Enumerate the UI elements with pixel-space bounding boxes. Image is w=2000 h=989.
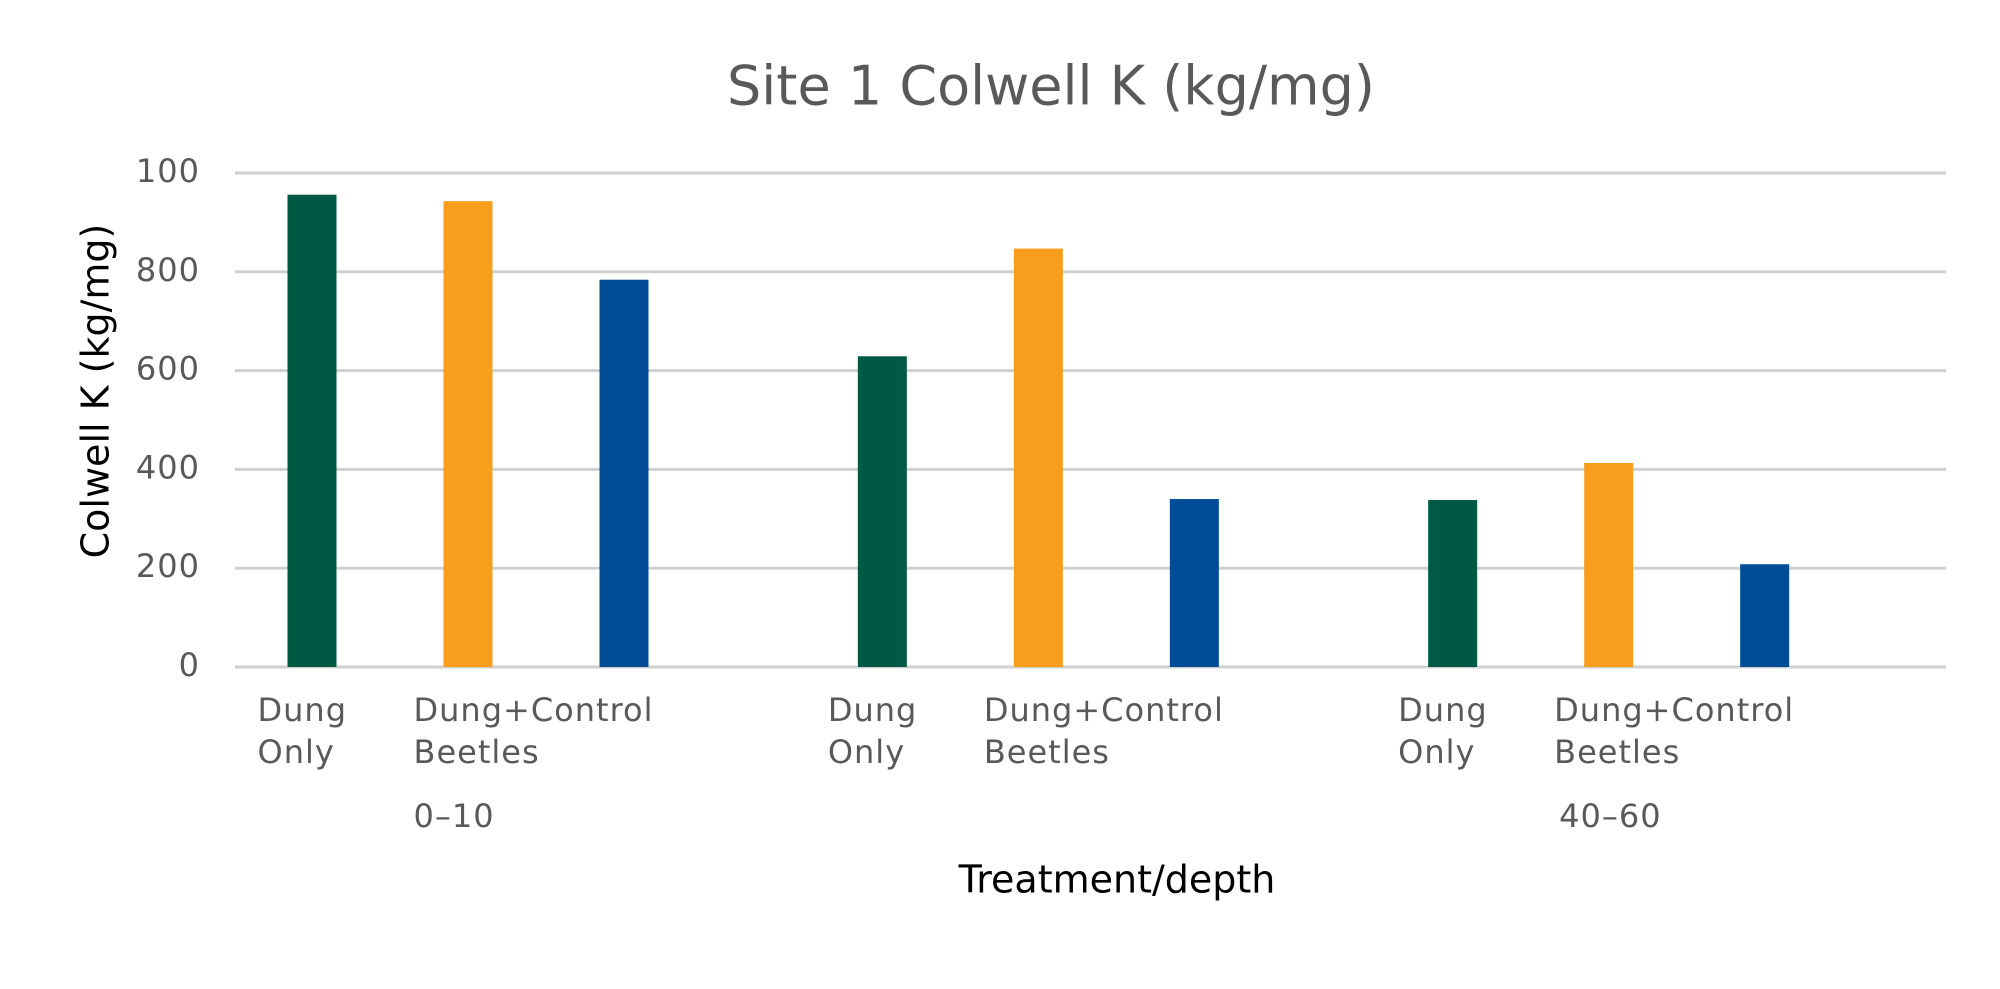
bar-label: Dung+Control Beetles — [414, 691, 654, 771]
x-tick-label: 40–60 — [1559, 797, 1661, 835]
bar — [1584, 462, 1634, 667]
chart-title: Site 1 Colwell K (kg/mg) — [727, 55, 1375, 118]
bar — [1428, 500, 1478, 667]
x-axis-title: Treatment/depth — [958, 858, 1276, 902]
bar — [1013, 248, 1063, 667]
bar-label: Dung+Control Beetles — [984, 691, 1224, 771]
bar — [857, 356, 907, 667]
y-tick-label: 0 — [179, 646, 200, 684]
bar — [443, 201, 493, 667]
y-tick-label: 200 — [136, 547, 200, 585]
bar — [599, 279, 649, 667]
bar-label: Dung Only — [258, 691, 348, 771]
bar-label: Dung+Control Beetles — [1554, 691, 1794, 771]
y-tick-label: 800 — [136, 251, 200, 289]
y-tick-label: 100 — [136, 152, 200, 190]
bar — [287, 194, 337, 667]
y-tick-label: 400 — [136, 448, 200, 486]
bar-label: Dung Only — [1398, 691, 1488, 771]
x-tick-label: 0–10 — [414, 797, 495, 835]
bar — [1740, 564, 1790, 667]
y-axis-title: Colwell K (kg/mg) — [74, 224, 118, 559]
bar-label: Dung Only — [828, 691, 918, 771]
bar — [1169, 499, 1219, 667]
y-tick-label: 600 — [136, 350, 200, 388]
